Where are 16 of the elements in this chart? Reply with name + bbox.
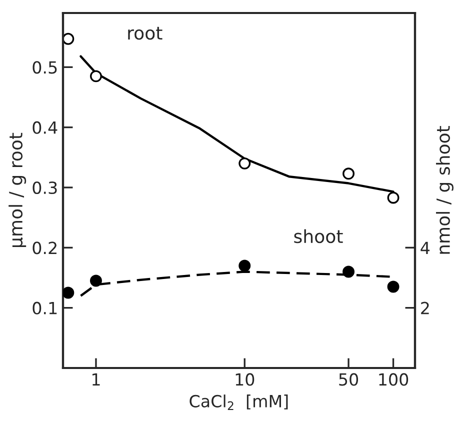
x-tick-label: 50 <box>339 373 358 386</box>
y2-tick-label: 2 <box>421 302 429 314</box>
x-axis-title: CaCl$_{2}$ [mM] <box>190 394 288 410</box>
text: root <box>128 26 162 40</box>
x-tick-label: 100 <box>379 373 408 386</box>
y2-tick-label: 4 <box>420 242 430 254</box>
y-tick-label: 0.1 <box>32 302 57 314</box>
y-axis-title: μmol / g root <box>8 132 26 248</box>
y-tick-label: 0.2 <box>32 242 56 254</box>
x-tick-label: 10 <box>236 373 254 386</box>
y-tick-label: 0.4 <box>32 121 58 134</box>
y-tick-label: 0.3 <box>32 181 57 194</box>
y2-axis-title: nmol / g shoot <box>436 126 454 254</box>
x-tick-label: 1 <box>92 373 100 386</box>
y-tick-label: 0.5 <box>32 61 57 74</box>
series-label: shoot <box>294 229 343 244</box>
